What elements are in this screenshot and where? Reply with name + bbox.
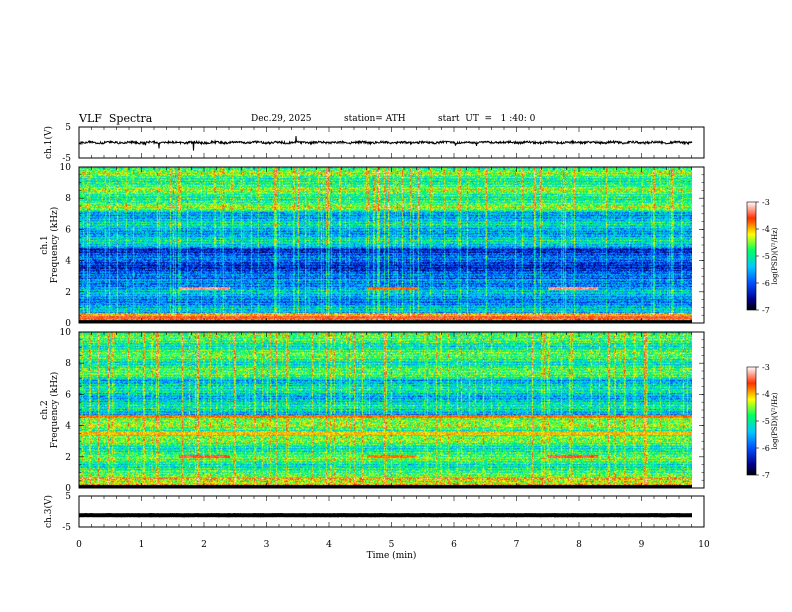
y-tick-label: 0 [65, 484, 71, 494]
x-tick-label: 6 [451, 540, 457, 550]
y-tick-label: 5 [65, 492, 71, 502]
colorbar-tick-label: -6 [762, 279, 770, 288]
y-tick-label: 10 [60, 163, 72, 173]
x-tick-label: 3 [264, 540, 270, 550]
x-tick-label: 9 [639, 540, 645, 550]
x-tick-label: 0 [76, 540, 82, 550]
colorbar [746, 201, 757, 311]
x-tick-label: 4 [326, 540, 332, 550]
y-tick-label: 2 [65, 288, 71, 298]
ch1-spectrogram-image [79, 167, 692, 323]
x-tick-label: 8 [576, 540, 582, 550]
y-tick-label: -5 [62, 154, 71, 164]
x-tick-label: 7 [514, 540, 520, 550]
start-time-label: start UT = 1 :40: 0 [438, 114, 536, 124]
colorbar-tick-label: -3 [762, 363, 770, 372]
x-tick-label: 5 [389, 540, 395, 550]
colorbar-label: log(PSD)(V²/Hz) [771, 227, 779, 284]
y-tick-label: 5 [65, 123, 71, 133]
colorbar-tick-label: -6 [762, 444, 770, 453]
x-tick-label: 1 [139, 540, 145, 550]
ch2-freq-ylabel: Frequency (kHz) [49, 372, 60, 449]
x-tick-label: 2 [201, 540, 207, 550]
ch1-freq-ylabel: ch.1 [40, 235, 50, 254]
colorbar-tick-label: -3 [762, 198, 770, 207]
y-tick-label: 0 [65, 319, 71, 329]
x-axis-label: Time (min) [367, 550, 417, 561]
ch1-freq-ylabel: Frequency (kHz) [49, 207, 60, 284]
y-tick-label: 6 [65, 225, 71, 235]
colorbar-tick-label: -5 [762, 252, 770, 261]
ch3-ylabel: ch.3(V) [43, 495, 54, 528]
ch1-waveform-line [78, 136, 693, 151]
y-tick-label: 2 [65, 453, 71, 463]
y-tick-label: 8 [65, 359, 71, 369]
colorbar-tick-label: -4 [762, 225, 770, 234]
y-tick-label: 4 [65, 422, 71, 432]
y-tick-label: 8 [65, 194, 71, 204]
ch2-spectrogram-image [79, 332, 692, 488]
colorbar-tick-label: -7 [762, 471, 770, 480]
ch1-ylabel: ch.1(V) [43, 126, 54, 159]
date-label: Dec.29, 2025 [251, 114, 312, 124]
station-label: station= ATH [344, 114, 406, 124]
colorbar-tick-label: -7 [762, 306, 770, 315]
chart-title: VLF Spectra [79, 112, 153, 125]
y-tick-label: 10 [60, 328, 72, 338]
y-tick-label: 4 [65, 257, 71, 267]
colorbar [746, 366, 757, 476]
y-tick-label: 6 [65, 390, 71, 400]
colorbar-tick-label: -4 [762, 390, 770, 399]
colorbar-label: log(PSD)(V²/Hz) [771, 392, 779, 449]
ch2-freq-ylabel: ch.2 [40, 400, 50, 419]
colorbar-tick-label: -5 [762, 417, 770, 426]
x-tick-label: 10 [698, 540, 710, 550]
y-tick-label: -5 [62, 523, 71, 533]
